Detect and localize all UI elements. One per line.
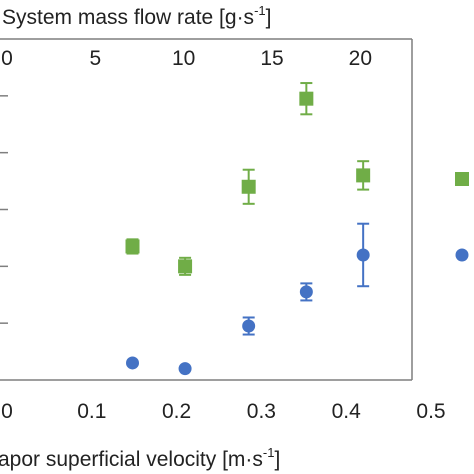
circle-marker-1-4	[356, 248, 370, 262]
circle-marker-1-1	[178, 362, 192, 376]
y-axis-ticks	[0, 95, 8, 324]
x-tick-label-3: 0.3	[247, 400, 276, 423]
x-axis-ticks: 0 0.1 0.2 0.3 0.4 0.5	[1, 400, 445, 423]
square-marker-0-0	[125, 239, 140, 254]
circle-marker-1-2	[242, 319, 256, 333]
circle-marker-1-0	[126, 356, 140, 370]
series-0	[125, 82, 371, 276]
legend	[455, 172, 469, 262]
x2-tick-label-3: 15	[260, 47, 283, 70]
x2-axis-title: System mass flow rate [g·s-1]	[2, 3, 271, 29]
x-tick-label-5: 0.5	[416, 400, 445, 423]
x2-tick-label-1: 5	[89, 47, 101, 70]
square-marker-0-4	[356, 168, 371, 183]
x-tick-label-4: 0.4	[332, 400, 362, 423]
x2-axis-ticks: 0 5 10 15 20	[1, 47, 372, 70]
legend-circle-marker	[455, 248, 469, 262]
x-axis-title: apor superficial velocity [m·s-1]	[0, 445, 280, 471]
x2-tick-label-0: 0	[1, 47, 13, 70]
series-layer	[125, 82, 371, 376]
series-1	[126, 222, 370, 376]
x-tick-label-1: 0.1	[77, 400, 106, 423]
x2-tick-label-2: 10	[172, 47, 195, 70]
square-marker-0-3	[299, 91, 314, 106]
legend-square-marker	[455, 172, 469, 186]
square-marker-0-2	[241, 179, 256, 194]
x-tick-label-0: 0	[1, 400, 13, 423]
square-marker-0-1	[178, 259, 193, 274]
circle-marker-1-3	[299, 285, 313, 299]
x-tick-label-2: 0.2	[162, 400, 191, 423]
x2-tick-label-4: 20	[349, 47, 372, 70]
